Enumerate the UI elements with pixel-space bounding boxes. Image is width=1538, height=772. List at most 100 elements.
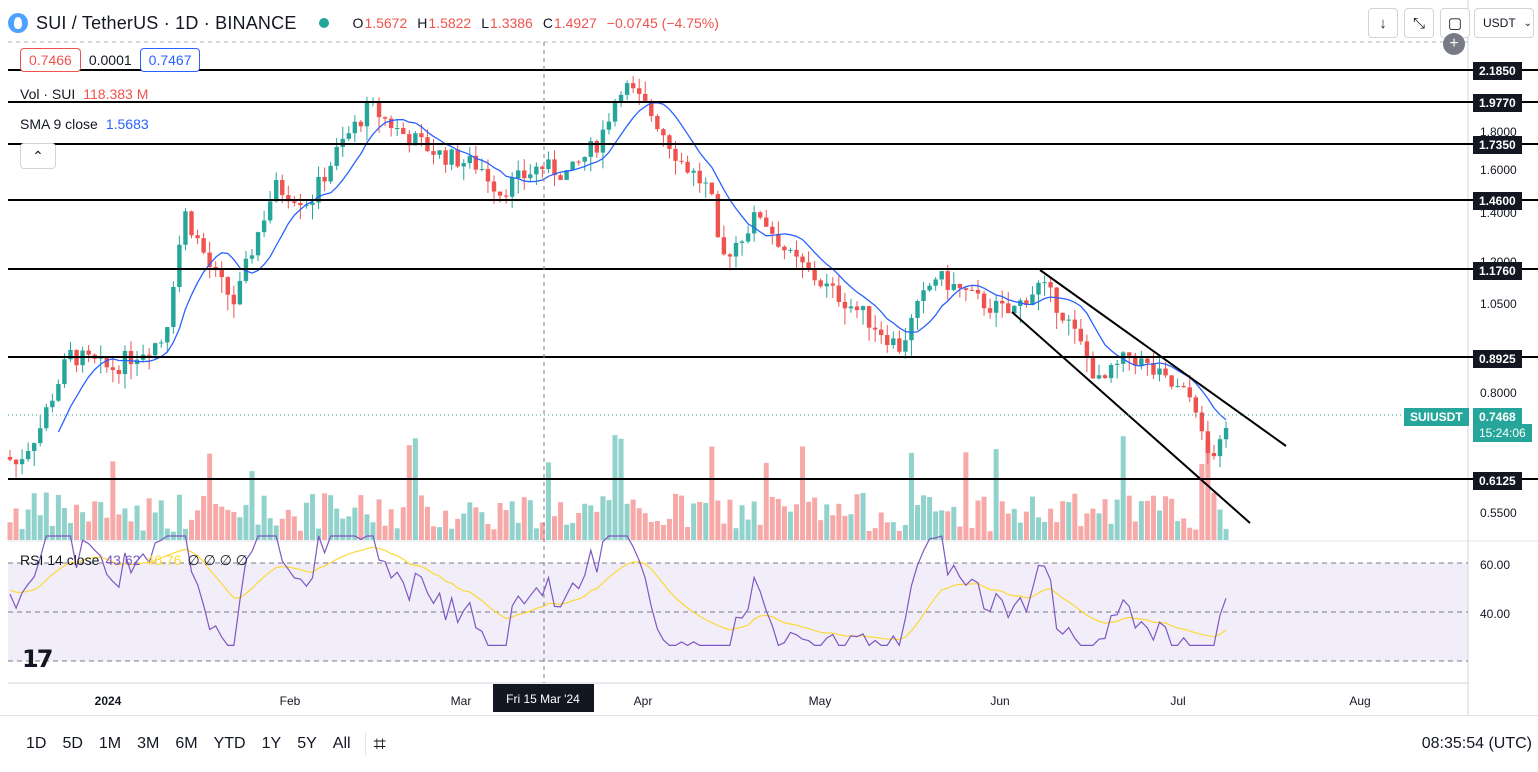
- candle-body: [1211, 453, 1217, 457]
- candle-body: [443, 150, 448, 165]
- volume-bar: [1011, 508, 1017, 540]
- volume-bar: [552, 516, 557, 540]
- spread-value: 0.0001: [88, 52, 132, 68]
- volume-bar: [854, 494, 860, 540]
- volume-bar: [176, 494, 182, 540]
- volume-bar: [878, 512, 884, 540]
- fullscreen-icon[interactable]: ⤡: [1404, 8, 1434, 38]
- candle-body: [1072, 319, 1077, 329]
- price-tick-label: 1.6000: [1480, 163, 1517, 177]
- candle-body: [685, 161, 690, 173]
- volume-bar: [86, 521, 92, 540]
- candle-body: [340, 138, 345, 147]
- range-button-1m[interactable]: 1M: [98, 735, 122, 752]
- volume-bar: [485, 523, 491, 540]
- candle-body: [1223, 427, 1229, 440]
- candle-body: [673, 148, 678, 161]
- symbol-badge: SUIUSDT: [1404, 408, 1469, 426]
- volume-bar: [455, 518, 461, 540]
- buy-button[interactable]: 0.7467: [139, 48, 201, 72]
- currency-select[interactable]: USDT ⌄: [1474, 8, 1534, 38]
- volume-bar: [1029, 496, 1035, 540]
- volume-bar: [842, 515, 848, 540]
- candle-body: [848, 306, 854, 309]
- range-button-ytd[interactable]: YTD: [213, 735, 246, 752]
- level-badge-1977: 1.9770: [1473, 94, 1522, 112]
- volume-bar: [848, 514, 854, 540]
- range-button-1d[interactable]: 1D: [26, 735, 47, 752]
- candle-body: [50, 400, 55, 408]
- volume-bar: [267, 518, 273, 540]
- volume-bar: [570, 522, 576, 540]
- candle-body: [643, 93, 648, 101]
- candle-body: [195, 235, 200, 239]
- calendar-goto-icon[interactable]: ⌗: [373, 731, 386, 756]
- volume-bar: [303, 502, 309, 540]
- volume-bar: [1150, 495, 1156, 540]
- volume-bar: [1078, 526, 1084, 540]
- price-tick-label: 0.5500: [1480, 506, 1517, 520]
- download-icon[interactable]: ↓: [1368, 8, 1398, 38]
- rsi-ma-line: [9, 546, 1227, 641]
- volume-bar: [1187, 527, 1193, 540]
- volume-bar: [624, 503, 630, 540]
- candle-body: [1036, 282, 1041, 295]
- volume-bar: [1108, 523, 1114, 540]
- range-button-1y[interactable]: 1Y: [261, 735, 282, 752]
- volume-bar: [273, 525, 279, 540]
- candle-body: [782, 246, 787, 251]
- volume-bar: [866, 531, 872, 540]
- candle-body: [951, 284, 956, 290]
- chart-canvas[interactable]: 1.80001.60001.40001.20001.05000.80000.55…: [0, 0, 1538, 715]
- sell-button[interactable]: 0.7466: [20, 48, 81, 72]
- candle-body: [32, 443, 37, 452]
- candle-body: [897, 338, 902, 352]
- utc-clock[interactable]: 08:35:54 (UTC): [1421, 735, 1532, 752]
- candle-body: [745, 233, 751, 242]
- time-tick-label: May: [809, 694, 832, 708]
- time-tick-label: Jun: [990, 694, 1009, 708]
- sma-legend[interactable]: SMA 9 close 1.5683: [20, 116, 149, 132]
- volume-bar: [1126, 495, 1132, 540]
- candle-body: [588, 141, 593, 157]
- candle-body: [546, 159, 551, 170]
- candle-body: [637, 88, 642, 94]
- candle-body: [1127, 352, 1132, 356]
- candle-body: [594, 141, 600, 153]
- candle-body: [854, 306, 860, 311]
- add-plus-icon[interactable]: +: [1443, 33, 1465, 55]
- volume-bar: [231, 511, 237, 540]
- candle-body: [806, 262, 811, 269]
- level-badge-1735: 1.7350: [1473, 136, 1522, 154]
- volume-bar: [775, 498, 781, 540]
- volume-bar: [1217, 509, 1223, 540]
- collapse-legend-button[interactable]: ⌃: [20, 143, 56, 169]
- volume-bar: [443, 510, 449, 540]
- volume-bar: [104, 517, 110, 540]
- volume-bar: [1023, 511, 1029, 540]
- range-button-5y[interactable]: 5Y: [297, 735, 317, 752]
- volume-bar: [376, 499, 382, 540]
- candle-body: [286, 195, 291, 202]
- volume-bar: [588, 505, 594, 540]
- candle-body: [1157, 368, 1162, 375]
- tradingview-logo[interactable]: 17: [22, 645, 53, 673]
- range-button-6m[interactable]: 6M: [175, 735, 198, 752]
- candle-body: [909, 317, 914, 341]
- rsi-legend[interactable]: RSI 14 close 43.62 46.76 ∅ ∅ ∅ ∅: [20, 552, 248, 568]
- candle-body: [879, 329, 884, 335]
- symbol-title[interactable]: SUI / TetherUS · 1D · BINANCE: [36, 12, 297, 33]
- volume-bar: [509, 501, 515, 540]
- volume-bar: [945, 511, 951, 540]
- volume-bar: [902, 524, 908, 540]
- volume-bar: [685, 527, 691, 540]
- volume-bar: [739, 505, 745, 540]
- volume-bar: [703, 502, 709, 540]
- range-button-3m[interactable]: 3M: [137, 735, 160, 752]
- range-button-5d[interactable]: 5D: [62, 735, 83, 752]
- volume-bar: [13, 508, 19, 540]
- candles: [7, 75, 1229, 478]
- range-button-all[interactable]: All: [332, 735, 351, 752]
- volume-legend[interactable]: Vol · SUI 118.383 M: [20, 86, 149, 102]
- price-tick-label: 1.0500: [1480, 297, 1517, 311]
